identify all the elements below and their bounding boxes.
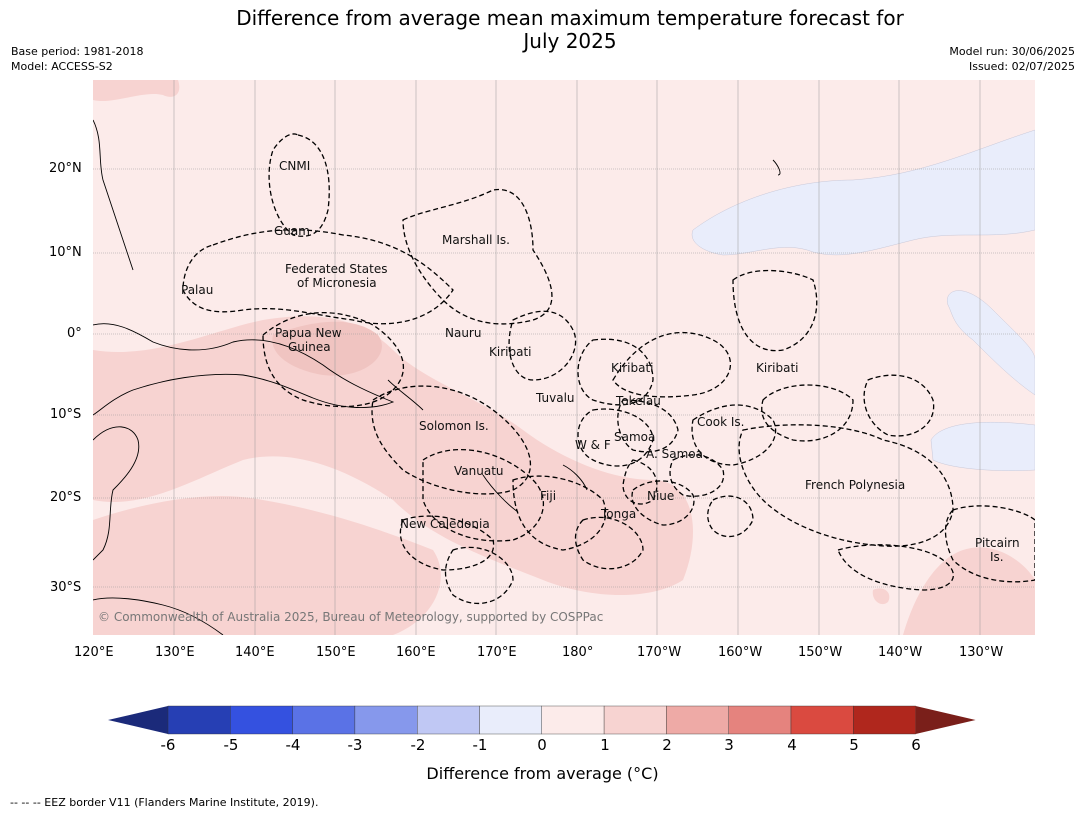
forecast-map: CNMI Guam Marshall Is. Federated States … — [93, 80, 1035, 635]
label-marshall: Marshall Is. — [442, 233, 510, 247]
label-png-2: Guinea — [288, 340, 331, 354]
warm-region-se — [903, 547, 1035, 635]
lon-label: 170°W — [637, 645, 682, 660]
lon-label: 160°W — [718, 645, 763, 660]
lat-label: 30°S — [50, 580, 82, 595]
cool-region-north — [691, 129, 1035, 256]
lat-label: 10°S — [50, 407, 82, 422]
base-period: Base period: 1981-2018 — [11, 45, 144, 58]
lon-label: 180° — [562, 645, 594, 660]
label-nauru: Nauru — [445, 326, 481, 340]
title-line-1: Difference from average mean maximum tem… — [236, 6, 904, 30]
label-kiribati-central: Kiribati — [611, 361, 653, 375]
lon-label: 120°E — [74, 645, 114, 660]
meta-right: Model run: 30/06/2025 Issued: 02/07/2025 — [949, 44, 1075, 74]
label-fsm-1: Federated States — [285, 262, 387, 276]
label-palau: Palau — [181, 283, 213, 297]
label-cnmi: CNMI — [279, 159, 310, 173]
eez-borders — [182, 133, 1035, 605]
lon-label: 150°E — [316, 645, 356, 660]
lon-label: 170°E — [477, 645, 517, 660]
colorbar-tick: -1 — [472, 736, 488, 754]
colorbar-segment — [853, 705, 916, 735]
warm-region-png — [272, 321, 382, 376]
colorbar-segment — [666, 705, 729, 735]
title-line-2: July 2025 — [523, 29, 617, 53]
eez-footnote: -- -- -- EEZ border V11 (Flanders Marine… — [10, 796, 319, 809]
label-samoa: Samoa — [614, 430, 655, 444]
label-kiribati-west: Kiribati — [489, 345, 531, 359]
colorbar-tick: -5 — [223, 736, 239, 754]
label-fiji: Fiji — [540, 489, 556, 503]
label-asamoa: A. Samoa — [646, 447, 703, 461]
colorbar-tick: 5 — [849, 736, 859, 754]
label-tonga: Tonga — [600, 507, 636, 521]
colorbar-over-arrow — [915, 706, 976, 734]
lon-label: 140°E — [235, 645, 275, 660]
colorbar-segment — [728, 705, 792, 735]
colorbar-segment — [354, 705, 418, 735]
label-french-polynesia: French Polynesia — [805, 478, 905, 492]
colorbar-segment — [790, 705, 854, 735]
label-fsm-2: of Micronesia — [297, 276, 377, 290]
colorbar-tick: 2 — [662, 736, 672, 754]
label-tuvalu: Tuvalu — [535, 391, 575, 405]
label-cook: Cook Is. — [697, 415, 744, 429]
model-run: Model run: 30/06/2025 — [949, 45, 1075, 58]
lon-label: 130°W — [959, 645, 1004, 660]
lat-label: 20°S — [50, 490, 82, 505]
copyright-notice: © Commonwealth of Australia 2025, Bureau… — [98, 610, 603, 624]
colorbar-tick: -2 — [410, 736, 426, 754]
cool-region-southeast — [930, 422, 1035, 471]
label-guam: Guam — [274, 224, 310, 238]
label-png-1: Papua New — [275, 326, 342, 340]
colorbar-tick: -3 — [347, 736, 363, 754]
colorbar-segment — [479, 705, 542, 735]
meta-left: Base period: 1981-2018 Model: ACCESS-S2 — [11, 44, 143, 74]
colorbar-tick: 3 — [724, 736, 734, 754]
label-pitcairn-2: Is. — [990, 550, 1004, 564]
warm-region-sw — [93, 496, 441, 635]
lat-label: 10°N — [49, 245, 82, 260]
model-name: Model: ACCESS-S2 — [11, 60, 113, 73]
warm-region-central — [93, 316, 693, 595]
colorbar-under-arrow — [108, 706, 168, 734]
lon-label: 130°E — [155, 645, 195, 660]
warm-region-nw — [93, 80, 180, 102]
colorbar — [108, 705, 976, 735]
label-new-caledonia: New Caledonia — [400, 517, 490, 531]
colorbar-label: Difference from average (°C) — [426, 764, 659, 783]
lon-label: 140°W — [878, 645, 923, 660]
lat-label: 20°N — [49, 161, 82, 176]
label-wf: W & F — [575, 438, 611, 452]
label-niue: Niue — [647, 489, 674, 503]
colorbar-tick: -4 — [285, 736, 301, 754]
label-kiribati-east: Kiribati — [756, 361, 798, 375]
label-tokelau: Tokelau — [615, 394, 661, 408]
label-pitcairn-1: Pitcairn — [975, 536, 1020, 550]
colorbar-segment — [417, 705, 480, 735]
cool-region-east — [946, 290, 1035, 396]
colorbar-segment — [603, 705, 667, 735]
colorbar-tick: -6 — [160, 736, 176, 754]
lat-label: 0° — [67, 326, 82, 341]
colorbar-segment — [541, 705, 605, 735]
colorbar-tick: 0 — [537, 736, 547, 754]
colorbar-segment — [230, 705, 293, 735]
warm-spot — [872, 588, 890, 605]
label-vanuatu: Vanuatu — [454, 464, 504, 478]
colorbar-segment — [292, 705, 356, 735]
lon-label: 160°E — [396, 645, 436, 660]
gridlines — [93, 80, 1035, 635]
lon-label: 150°W — [798, 645, 843, 660]
colorbar-tick: 1 — [600, 736, 610, 754]
colorbar-tick: 6 — [911, 736, 921, 754]
place-labels: CNMI Guam Marshall Is. Federated States … — [181, 159, 1020, 564]
label-solomon: Solomon Is. — [419, 419, 489, 433]
chart-title: Difference from average mean maximum tem… — [0, 7, 1085, 53]
issued-date: Issued: 02/07/2025 — [968, 60, 1075, 73]
colorbar-segment — [167, 705, 231, 735]
colorbar-tick: 4 — [787, 736, 797, 754]
